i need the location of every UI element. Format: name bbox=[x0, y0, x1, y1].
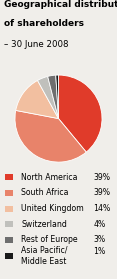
Text: South Africa: South Africa bbox=[21, 188, 69, 198]
FancyBboxPatch shape bbox=[5, 206, 13, 212]
Wedge shape bbox=[15, 110, 86, 162]
Text: United Kingdom: United Kingdom bbox=[21, 204, 84, 213]
Text: 3%: 3% bbox=[94, 235, 106, 244]
Text: 4%: 4% bbox=[94, 220, 106, 229]
FancyBboxPatch shape bbox=[5, 252, 13, 259]
Wedge shape bbox=[48, 75, 58, 119]
Text: Switzerland: Switzerland bbox=[21, 220, 67, 229]
FancyBboxPatch shape bbox=[5, 237, 13, 243]
Text: North America: North America bbox=[21, 173, 78, 182]
Text: 39%: 39% bbox=[94, 188, 111, 198]
FancyBboxPatch shape bbox=[5, 221, 13, 227]
Text: 1%: 1% bbox=[94, 247, 106, 256]
Text: – 30 June 2008: – 30 June 2008 bbox=[4, 40, 68, 49]
Text: 14%: 14% bbox=[94, 204, 111, 213]
FancyBboxPatch shape bbox=[5, 190, 13, 196]
Text: 39%: 39% bbox=[94, 173, 111, 182]
Text: Asia Pacific/
Middle East: Asia Pacific/ Middle East bbox=[21, 246, 68, 266]
Wedge shape bbox=[16, 80, 58, 119]
Text: of shareholders: of shareholders bbox=[4, 19, 84, 28]
Wedge shape bbox=[38, 76, 58, 119]
Wedge shape bbox=[58, 75, 102, 152]
FancyBboxPatch shape bbox=[5, 174, 13, 180]
Text: Rest of Europe: Rest of Europe bbox=[21, 235, 78, 244]
Wedge shape bbox=[56, 75, 58, 119]
Text: Geographical distribution: Geographical distribution bbox=[4, 0, 117, 9]
